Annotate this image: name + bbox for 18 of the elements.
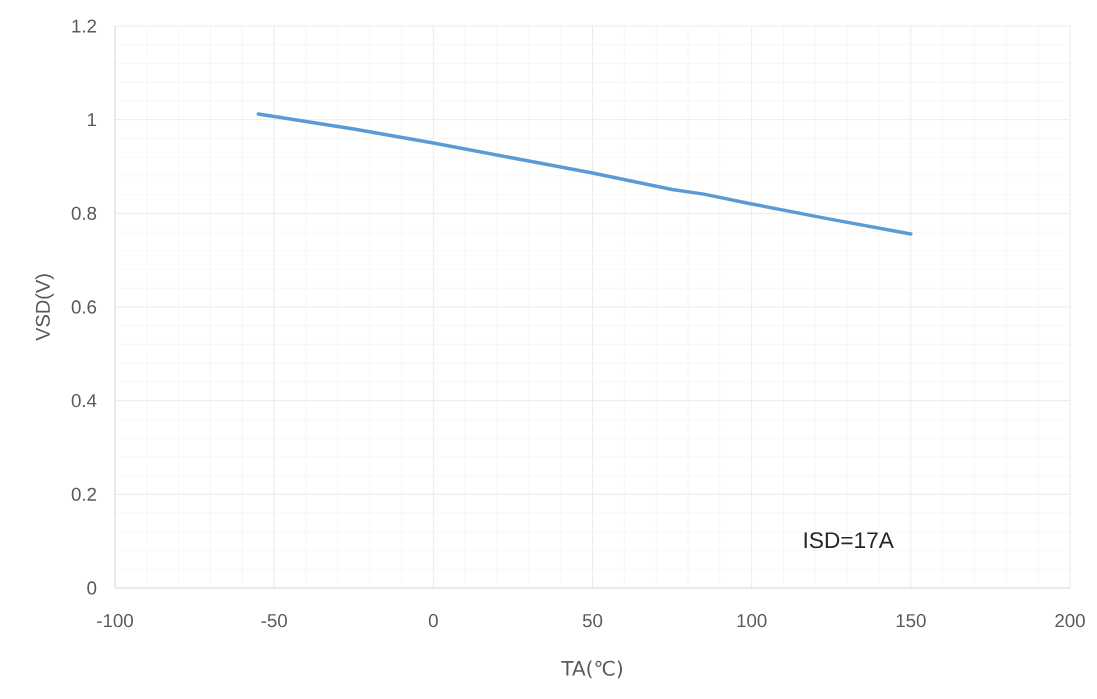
y-tick-label: 0.2 [71,487,97,501]
x-axis-title: TA(℃) [561,660,622,679]
y-tick-label: 0.4 [71,394,97,408]
y-tick-label: 0.6 [71,300,97,314]
x-tick-label: 50 [582,614,603,628]
y-tick-label: 1 [88,113,97,127]
line-series [256,112,913,236]
y-tick-label: 1.2 [72,19,97,33]
y-tick-label: 0.8 [71,206,97,220]
x-tick-label: 200 [1055,614,1085,628]
x-tick-label: 100 [737,614,767,628]
annotation: ISD=17A [804,532,894,549]
x-tick-label: 0 [428,614,438,628]
x-tick-label: -100 [97,614,133,628]
x-tick-label: 150 [896,614,926,628]
x-tick-label: -50 [261,614,287,628]
y-axis-title: VSD(V) [35,274,54,341]
y-tick-label: 0 [87,581,97,595]
